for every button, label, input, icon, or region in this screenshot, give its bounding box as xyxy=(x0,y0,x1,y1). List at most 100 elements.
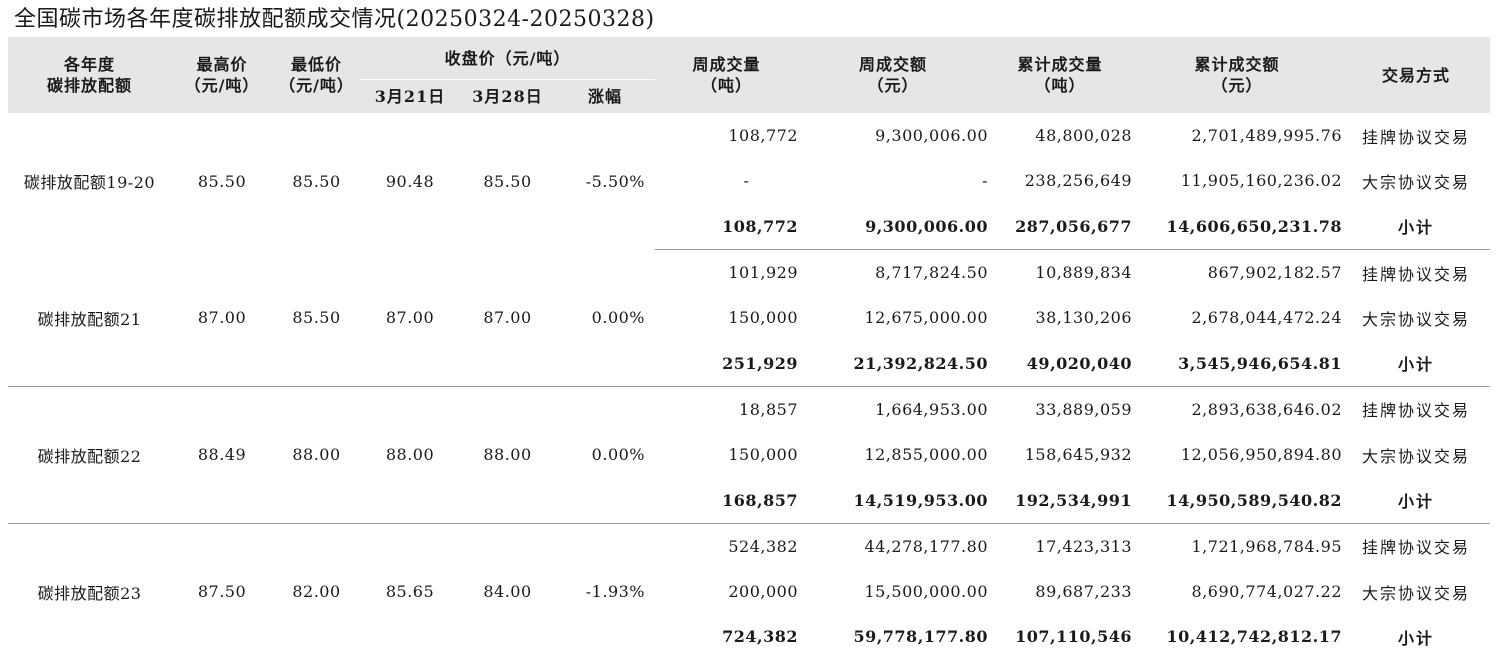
cumulative-volume: 107,110,546 xyxy=(1015,627,1132,647)
trade-mode: 挂牌协议交易 xyxy=(1361,538,1470,558)
header-high-line2: （元/吨） xyxy=(184,76,260,95)
header-camt-line2: （元） xyxy=(1211,76,1263,95)
close-prev: 87.00 xyxy=(360,249,460,387)
cumulative-amount: 8,690,774,027.22 xyxy=(1191,582,1342,602)
price-change: -1.93% xyxy=(585,582,645,602)
price-change: -5.50% xyxy=(585,171,645,191)
table-row: 碳排放配额23 87.50 82.00 85.65 84.00 -1.93% 5… xyxy=(8,523,1490,603)
close-prev: 85.65 xyxy=(385,582,435,602)
cumulative-volume: 158,645,932 xyxy=(1024,445,1132,465)
trade-mode: 挂牌协议交易 xyxy=(1361,401,1470,421)
cumulative-volume: 48,800,028 xyxy=(1035,126,1132,146)
weekly-volume: 150,000 xyxy=(728,308,798,328)
table-row: 150,000 12,855,000.00 158,645,932 12,056… xyxy=(8,432,1490,477)
cumulative-amount: 867,902,182.57 xyxy=(1207,263,1342,283)
header-wvol-line2: （吨） xyxy=(700,76,752,95)
header-year: 各年度 碳排放配额 xyxy=(8,37,171,113)
weekly-amount: 1,664,953.00 xyxy=(875,399,988,419)
header-close-curr: 3月28日 xyxy=(460,79,555,113)
cumulative-amount: 14,606,650,231.78 xyxy=(1132,203,1342,250)
high-price: 88.49 xyxy=(171,386,273,524)
weekly-amount: 44,278,177.80 xyxy=(864,536,988,556)
table-row: 碳排放配额19-20 85.50 85.50 90.48 85.50 -5.50… xyxy=(8,113,1490,192)
header-trade-mode: 交易方式 xyxy=(1342,37,1490,113)
cumulative-amount: 3,545,946,654.81 xyxy=(1132,340,1342,387)
close-curr: 88.00 xyxy=(460,386,555,524)
cumulative-amount: 2,893,638,646.02 xyxy=(1191,399,1342,419)
header-cumulative-amount: 累计成交额 （元） xyxy=(1132,37,1342,113)
weekly-volume: 150,000 xyxy=(728,445,798,465)
cumulative-volume: 10,889,834 xyxy=(1035,263,1132,283)
cumulative-amount: 2,678,044,472.24 xyxy=(1191,308,1342,328)
table-row: 200,000 15,500,000.00 89,687,233 8,690,7… xyxy=(8,569,1490,614)
weekly-amount: 12,855,000.00 xyxy=(864,445,988,465)
weekly-amount: 12,675,000.00 xyxy=(864,308,988,328)
header-year-line1: 各年度 xyxy=(63,55,115,74)
allowance-name: 碳排放配额19-20 xyxy=(23,173,156,193)
weekly-volume: 108,772 xyxy=(728,126,798,146)
cumulative-volume: 238,256,649 xyxy=(1024,171,1132,191)
table-body: 碳排放配额19-20 85.50 85.50 90.48 85.50 -5.50… xyxy=(8,113,1490,660)
header-change: 涨幅 xyxy=(555,79,655,113)
weekly-volume: 200,000 xyxy=(728,582,798,602)
high-price: 87.00 xyxy=(171,249,273,387)
table-header: 各年度 碳排放配额 最高价 （元/吨） 最低价 （元/吨） 收盘价（元/吨） 周… xyxy=(8,37,1490,113)
header-year-line2: 碳排放配额 xyxy=(46,76,132,95)
header-low-line2: （元/吨） xyxy=(279,76,354,95)
cumulative-amount: 1,721,968,784.95 xyxy=(1191,536,1342,556)
trade-mode: 挂牌协议交易 xyxy=(1361,127,1470,147)
weekly-amount: - xyxy=(982,171,988,191)
cumulative-amount: 14,950,589,540.82 xyxy=(1132,477,1342,524)
cumulative-amount: 10,412,742,812.17 xyxy=(1166,627,1342,647)
header-weekly-amount: 周成交额 （元） xyxy=(798,37,988,113)
weekly-volume: 724,382 xyxy=(722,627,798,647)
weekly-volume: 168,857 xyxy=(655,477,798,524)
header-cvol-line2: （吨） xyxy=(1034,76,1086,95)
weekly-amount: 9,300,006.00 xyxy=(798,203,988,250)
close-prev: 88.00 xyxy=(360,386,460,524)
low-price: 85.50 xyxy=(292,171,341,191)
table-row: 150,000 12,675,000.00 38,130,206 2,678,0… xyxy=(8,295,1490,340)
weekly-amount: 9,300,006.00 xyxy=(875,126,988,146)
close-curr: 84.00 xyxy=(483,582,532,602)
weekly-volume: 524,382 xyxy=(728,536,798,556)
carbon-allowance-table: 各年度 碳排放配额 最高价 （元/吨） 最低价 （元/吨） 收盘价（元/吨） 周… xyxy=(8,37,1490,660)
trade-mode: 大宗协议交易 xyxy=(1361,309,1470,329)
cumulative-volume: 49,020,040 xyxy=(988,340,1132,387)
header-wvol-line1: 周成交量 xyxy=(692,55,761,74)
weekly-volume: - xyxy=(743,171,750,191)
weekly-volume: 18,857 xyxy=(739,399,798,419)
weekly-amount: 21,392,824.50 xyxy=(798,340,988,387)
allowance-name: 碳排放配额22 xyxy=(8,386,171,524)
low-price: 85.50 xyxy=(273,249,360,387)
trade-mode: 小计 xyxy=(1397,628,1434,648)
cumulative-volume: 33,889,059 xyxy=(1035,399,1132,419)
close-curr: 87.00 xyxy=(460,249,555,387)
weekly-volume: 251,929 xyxy=(655,340,798,387)
header-high-line1: 最高价 xyxy=(196,55,248,74)
cumulative-amount: 12,056,950,894.80 xyxy=(1180,445,1342,465)
subtotal-row: 724,382 59,778,177.80 107,110,546 10,412… xyxy=(8,614,1490,659)
weekly-amount: 14,519,953.00 xyxy=(798,477,988,524)
trade-mode: 大宗协议交易 xyxy=(1361,583,1470,603)
cumulative-volume: 192,534,991 xyxy=(988,477,1132,524)
header-wamt-line2: （元） xyxy=(867,76,919,95)
trade-mode: 挂牌协议交易 xyxy=(1361,264,1470,284)
header-low-line1: 最低价 xyxy=(290,55,342,74)
high-price: 85.50 xyxy=(197,171,247,191)
cumulative-volume: 89,687,233 xyxy=(1035,582,1132,602)
price-change: 0.00% xyxy=(555,249,655,387)
header-cvol-line1: 累计成交量 xyxy=(1017,55,1103,74)
weekly-amount: 59,778,177.80 xyxy=(853,627,988,647)
header-close-price: 收盘价（元/吨） xyxy=(360,37,655,80)
weekly-amount: 8,717,824.50 xyxy=(875,263,988,283)
weekly-amount: 15,500,000.00 xyxy=(864,582,988,602)
page-title: 全国碳市场各年度碳排放配额成交情况(20250324-20250328) xyxy=(14,7,655,32)
allowance-name: 碳排放配额23 xyxy=(37,583,142,603)
low-price: 82.00 xyxy=(292,582,341,602)
header-cumulative-volume: 累计成交量 （吨） xyxy=(988,37,1132,113)
weekly-volume: 108,772 xyxy=(655,203,798,250)
subtotal-row: 251,929 21,392,824.50 49,020,040 3,545,9… xyxy=(8,340,1490,387)
close-curr: 85.50 xyxy=(483,171,532,191)
header-wamt-line1: 周成交额 xyxy=(858,55,927,74)
